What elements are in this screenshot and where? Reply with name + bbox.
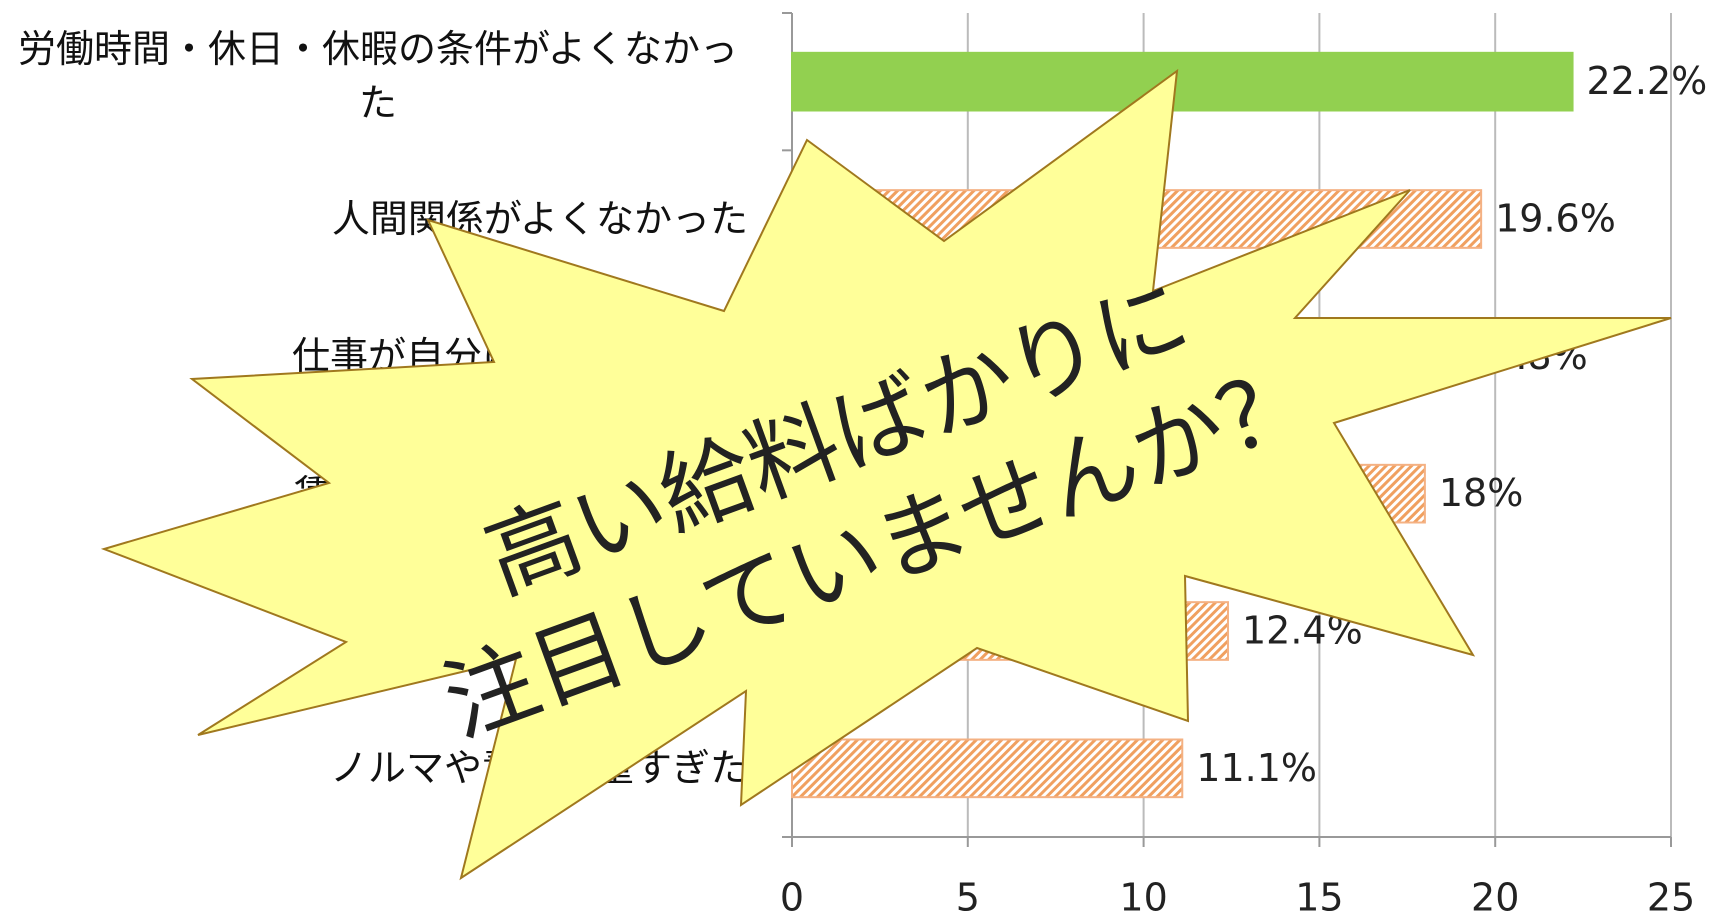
x-tick-label: 20: [1471, 876, 1519, 920]
burst: [100, 68, 1672, 881]
y-tick-label: 労働時間・休日・休暇の条件がよくなかった: [17, 26, 739, 125]
y-tick-label: 人間関係がよくなかった: [331, 197, 748, 241]
x-tick-label: 15: [1295, 876, 1343, 920]
data-label: 11.1%: [1196, 746, 1317, 790]
bar: [791, 738, 1184, 799]
burst-group: 高い給料ばかりに 注目していませんか？: [100, 68, 1672, 881]
x-tick-label: 25: [1647, 876, 1695, 920]
x-tick-label: 0: [780, 876, 804, 920]
x-tick-label: 5: [956, 876, 980, 920]
bar: [791, 51, 1574, 112]
data-label: 19.6%: [1495, 197, 1616, 241]
x-tick-label: 10: [1119, 876, 1167, 920]
data-label: 22.2%: [1587, 59, 1708, 103]
data-label: 18%: [1439, 471, 1523, 515]
